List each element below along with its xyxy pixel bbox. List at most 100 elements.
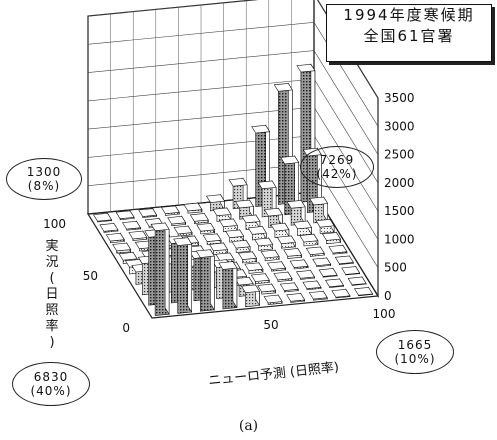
bar-top-face — [173, 225, 193, 235]
bar — [212, 206, 232, 222]
bar-top-face — [318, 268, 338, 277]
bar-top-face — [234, 199, 255, 209]
bar-top-face — [121, 220, 142, 230]
bar-top-face — [286, 293, 306, 302]
z-tick-label: 1500 — [384, 204, 415, 218]
bar-top-face — [279, 282, 299, 291]
z-tick-label: 2000 — [384, 176, 415, 190]
bar — [260, 249, 280, 262]
callout-pct: (8%) — [27, 179, 61, 193]
bar — [273, 271, 293, 282]
bar-top-face — [244, 262, 264, 271]
bar-top-face — [196, 223, 216, 232]
bar-top-face — [328, 244, 348, 254]
bar — [308, 290, 328, 301]
bar — [225, 228, 245, 243]
callout-count: 7269 — [319, 153, 355, 167]
bar — [189, 212, 209, 224]
z-tick-label: 3500 — [384, 91, 415, 105]
bar-side-face — [187, 236, 192, 314]
left-tick-label: 100 — [43, 217, 66, 231]
left-axis-label-char: 況 — [45, 255, 58, 270]
bar-top-face — [257, 180, 277, 190]
bar-top-face — [273, 83, 293, 92]
bar — [99, 222, 119, 233]
bar-top-face — [218, 261, 238, 270]
callout-count: 6830 — [33, 370, 69, 384]
bar — [121, 220, 142, 231]
bar-top-face — [308, 290, 328, 300]
bars-group — [92, 63, 374, 316]
bar-top-face — [160, 205, 180, 215]
z-tick-label: 2500 — [384, 148, 415, 162]
bar — [195, 248, 215, 312]
z-tick-label: 500 — [384, 261, 407, 275]
left-axis-label-char: 照 — [45, 303, 58, 318]
bar-top-face — [92, 212, 113, 222]
bar-top-face — [128, 230, 148, 240]
z-axis-ticks: 3500 3000 2500 2000 1500 1000 500 0 — [384, 91, 415, 303]
bar-top-face — [292, 220, 313, 230]
bar-top-face — [195, 249, 215, 258]
bar — [244, 261, 264, 274]
bar-top-face — [295, 270, 316, 279]
bar — [160, 204, 180, 216]
bar-top-face — [202, 233, 222, 242]
bar-top-face — [99, 223, 119, 232]
bar — [270, 222, 290, 239]
left-axis-label-char: 実 — [45, 238, 58, 254]
z-tick-label: 0 — [384, 289, 392, 303]
bar-top-face — [150, 222, 170, 232]
bar-top-face — [273, 271, 293, 281]
bar-top-face — [296, 63, 316, 73]
bar — [328, 244, 348, 255]
bar-top-face — [228, 178, 248, 187]
bar-top-face — [237, 251, 258, 260]
bar-top-face — [167, 215, 187, 225]
bar-top-face — [218, 218, 238, 228]
bar — [347, 275, 367, 286]
bar-top-face — [266, 261, 287, 270]
bar-top-face — [276, 235, 296, 245]
bar-top-face — [283, 248, 303, 257]
title-box: 1994年度寒候期 全国61官署 — [326, 4, 492, 62]
bar-top-face — [231, 239, 251, 249]
callout-top-left: 1300 (8%) — [6, 158, 82, 200]
left-tick-label: 0 — [122, 321, 130, 335]
bar-top-face — [115, 210, 135, 220]
bar-top-face — [353, 287, 374, 296]
callout-pct: (42%) — [316, 167, 358, 181]
bar-top-face — [302, 280, 322, 290]
bar-top-face — [263, 294, 283, 304]
bar — [196, 222, 216, 235]
bar — [312, 256, 332, 268]
bar — [334, 254, 354, 265]
bar-top-face — [118, 252, 138, 261]
bar — [138, 207, 158, 218]
bar-top-face — [183, 202, 203, 212]
bar-top-face — [270, 222, 290, 232]
callout-bottom-left: 6830 (40%) — [12, 362, 90, 406]
bar-top-face — [189, 213, 209, 222]
bar — [218, 217, 238, 233]
bar-top-face — [305, 246, 325, 256]
title-line1: 1994年度寒候期 — [343, 6, 475, 24]
bar-side-face — [164, 221, 170, 316]
bar-top-face — [324, 278, 345, 288]
left-axis-label-char: 日 — [45, 287, 58, 302]
bar — [231, 239, 251, 253]
callout-bottom-right: 1665 (10%) — [376, 330, 454, 374]
left-axis-label-char: ( — [49, 271, 54, 286]
callout-count: 1665 — [397, 338, 433, 352]
bar-top-face — [257, 283, 277, 293]
bar — [257, 283, 277, 295]
bar — [266, 260, 287, 272]
bar-top-face — [260, 249, 280, 259]
wall-gridline — [87, 0, 379, 99]
bar-top-face — [138, 208, 158, 217]
bar — [283, 247, 303, 259]
bar-top-face — [240, 284, 261, 294]
left-tick-label: 50 — [83, 269, 98, 283]
bar — [286, 292, 306, 303]
bar — [292, 219, 313, 236]
